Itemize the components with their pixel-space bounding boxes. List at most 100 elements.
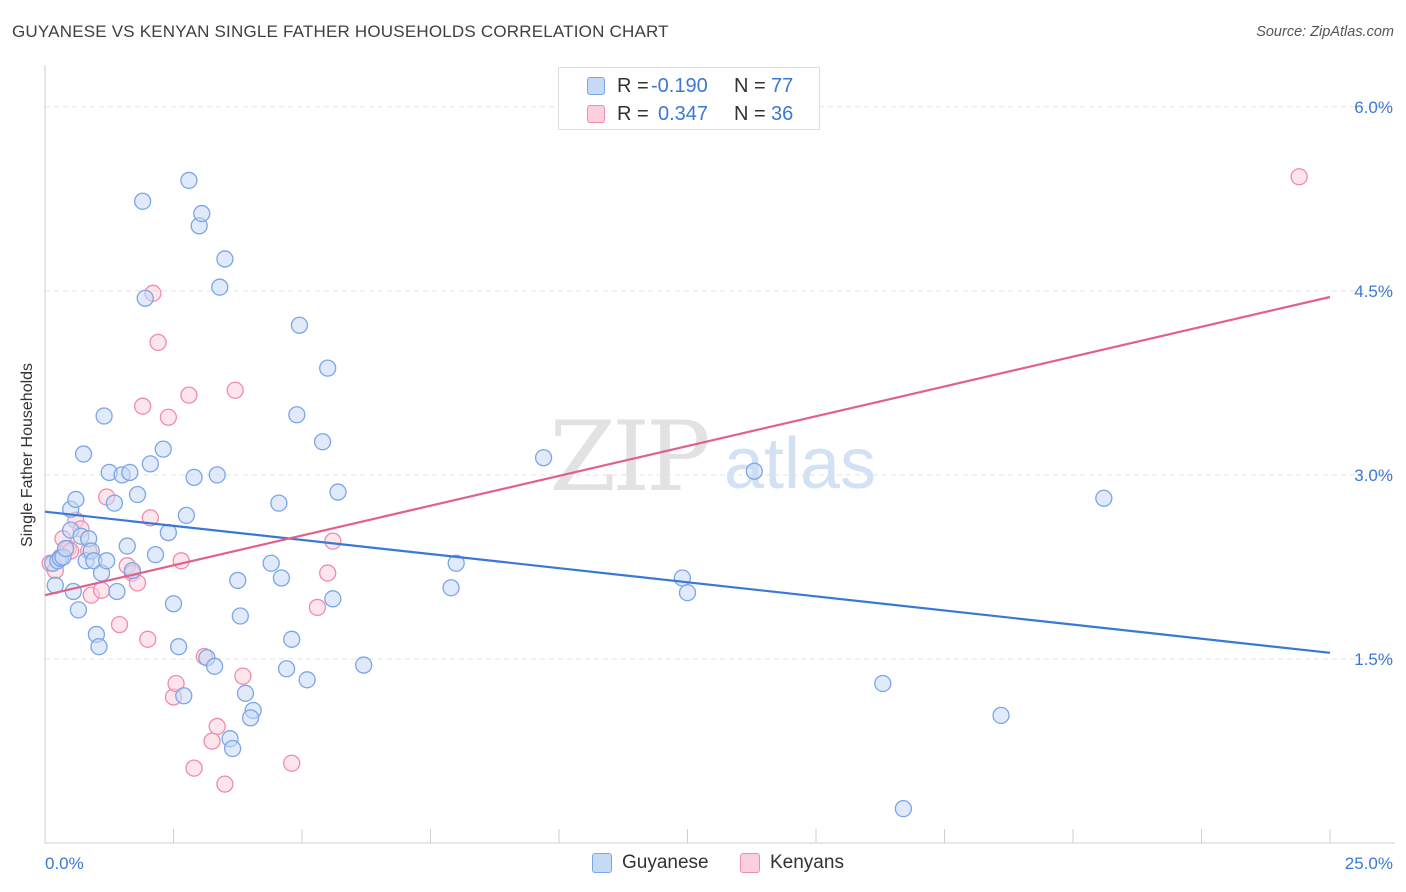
- legend-swatch-kenyans: [587, 105, 605, 123]
- data-point-guyanese: [288, 406, 306, 424]
- bottom-legend-kenyans: Kenyans: [740, 852, 844, 874]
- data-point-guyanese: [298, 671, 316, 689]
- data-point-guyanese: [67, 490, 85, 509]
- bottom-legend-swatch-kenyans: [740, 853, 760, 873]
- legend-r-value: 0.347: [658, 102, 709, 125]
- data-point-kenyans: [180, 386, 198, 404]
- data-point-guyanese: [313, 433, 332, 451]
- data-point-guyanese: [193, 204, 211, 223]
- gridlines: [45, 106, 1395, 660]
- bottom-legend-guyanese: Guyanese: [592, 852, 709, 874]
- data-point-kenyans: [324, 532, 342, 550]
- data-point-guyanese: [105, 494, 124, 512]
- data-point-kenyans: [139, 630, 157, 648]
- y-tick-label: 6.0%: [1354, 98, 1393, 117]
- legend-row-guyanese: R = -0.190 N = 77: [559, 72, 819, 100]
- chart-title: GUYANESE VS KENYAN SINGLE FATHER HOUSEHO…: [12, 22, 669, 41]
- data-point-guyanese: [180, 171, 198, 190]
- data-point-guyanese: [98, 552, 116, 570]
- x-tick-label: 25.0%: [1345, 854, 1393, 873]
- data-point-guyanese: [121, 463, 139, 482]
- data-point-guyanese: [229, 571, 247, 590]
- data-point-guyanese: [329, 483, 347, 501]
- data-point-guyanese: [136, 289, 154, 307]
- data-point-guyanese: [894, 799, 913, 818]
- data-point-guyanese: [270, 494, 288, 512]
- legend-n-value: 77: [771, 74, 794, 97]
- data-point-guyanese: [108, 582, 126, 601]
- data-point-kenyans: [149, 333, 167, 352]
- data-point-guyanese: [236, 684, 255, 702]
- bottom-legend-swatch-guyanese: [592, 853, 612, 873]
- data-point-kenyans: [208, 717, 226, 736]
- data-point-guyanese: [290, 316, 309, 334]
- data-point-guyanese: [169, 638, 188, 656]
- data-point-kenyans: [308, 598, 327, 617]
- data-point-guyanese: [95, 407, 113, 425]
- correlation-legend: R = -0.190 N = 77 R = 0.347 N = 36: [558, 67, 820, 130]
- data-point-guyanese: [154, 440, 172, 458]
- data-point-guyanese: [1095, 489, 1113, 507]
- bottom-legend-label-kenyans: Kenyans: [770, 852, 844, 873]
- data-point-guyanese: [324, 590, 342, 608]
- data-point-guyanese: [56, 539, 75, 558]
- data-point-guyanese: [146, 546, 165, 564]
- data-point-guyanese: [992, 706, 1010, 725]
- data-point-guyanese: [177, 506, 196, 525]
- data-point-guyanese: [442, 579, 460, 597]
- data-point-guyanese: [128, 485, 147, 504]
- legend-row-kenyans: R = 0.347 N = 36: [559, 100, 819, 128]
- legend-swatch-guyanese: [587, 77, 605, 95]
- data-point-kenyans: [226, 381, 244, 399]
- data-point-guyanese: [241, 709, 260, 727]
- data-point-guyanese: [141, 455, 160, 473]
- legend-r-label: R =: [617, 102, 649, 125]
- bottom-legend-label-guyanese: Guyanese: [622, 852, 709, 873]
- data-point-guyanese: [678, 584, 697, 602]
- data-point-guyanese: [205, 657, 224, 675]
- y-tick-label: 4.5%: [1354, 282, 1393, 301]
- data-point-guyanese: [211, 278, 229, 296]
- y-tick-label: 3.0%: [1354, 466, 1393, 485]
- data-point-kenyans: [216, 775, 234, 793]
- watermark: ZIP atlas: [549, 401, 876, 513]
- legend-n-label: N =: [734, 102, 766, 125]
- data-point-kenyans: [203, 732, 221, 750]
- data-point-guyanese: [185, 468, 203, 487]
- data-point-guyanese: [534, 449, 553, 467]
- data-point-kenyans: [1290, 168, 1308, 186]
- data-point-guyanese: [164, 595, 183, 613]
- data-point-guyanese: [90, 638, 108, 656]
- watermark-atlas: atlas: [724, 424, 876, 504]
- data-point-kenyans: [159, 408, 178, 426]
- data-point-guyanese: [134, 192, 152, 210]
- data-point-guyanese: [447, 554, 465, 572]
- data-point-kenyans: [172, 552, 190, 570]
- data-point-guyanese: [355, 656, 373, 674]
- data-point-guyanese: [272, 569, 291, 587]
- data-point-guyanese: [673, 569, 692, 587]
- data-point-guyanese: [277, 660, 296, 678]
- data-point-guyanese: [874, 674, 892, 693]
- data-point-guyanese: [175, 687, 193, 705]
- x-tick-labels: 0.0% 25.0%: [45, 854, 1393, 873]
- y-tick-labels: 1.5% 3.0% 4.5% 6.0%: [1354, 98, 1393, 669]
- y-tick-label: 1.5%: [1354, 650, 1393, 669]
- data-point-guyanese: [283, 630, 301, 648]
- data-point-guyanese: [74, 445, 93, 463]
- trend-line-kenyans: [44, 295, 1331, 597]
- data-point-guyanese: [118, 537, 136, 555]
- data-point-guyanese: [231, 607, 249, 625]
- data-point-kenyans: [234, 667, 252, 685]
- source-label: Source: ZipAtlas.com: [1256, 24, 1394, 40]
- data-point-guyanese: [208, 466, 226, 484]
- legend-n-value: 36: [771, 102, 794, 125]
- y-axis-title: Single Father Households: [19, 362, 36, 548]
- data-point-guyanese: [745, 462, 763, 480]
- data-point-guyanese: [69, 601, 88, 619]
- data-point-kenyans: [319, 564, 337, 582]
- data-point-kenyans: [167, 674, 185, 693]
- data-point-kenyans: [134, 397, 152, 415]
- data-point-guyanese: [216, 250, 234, 268]
